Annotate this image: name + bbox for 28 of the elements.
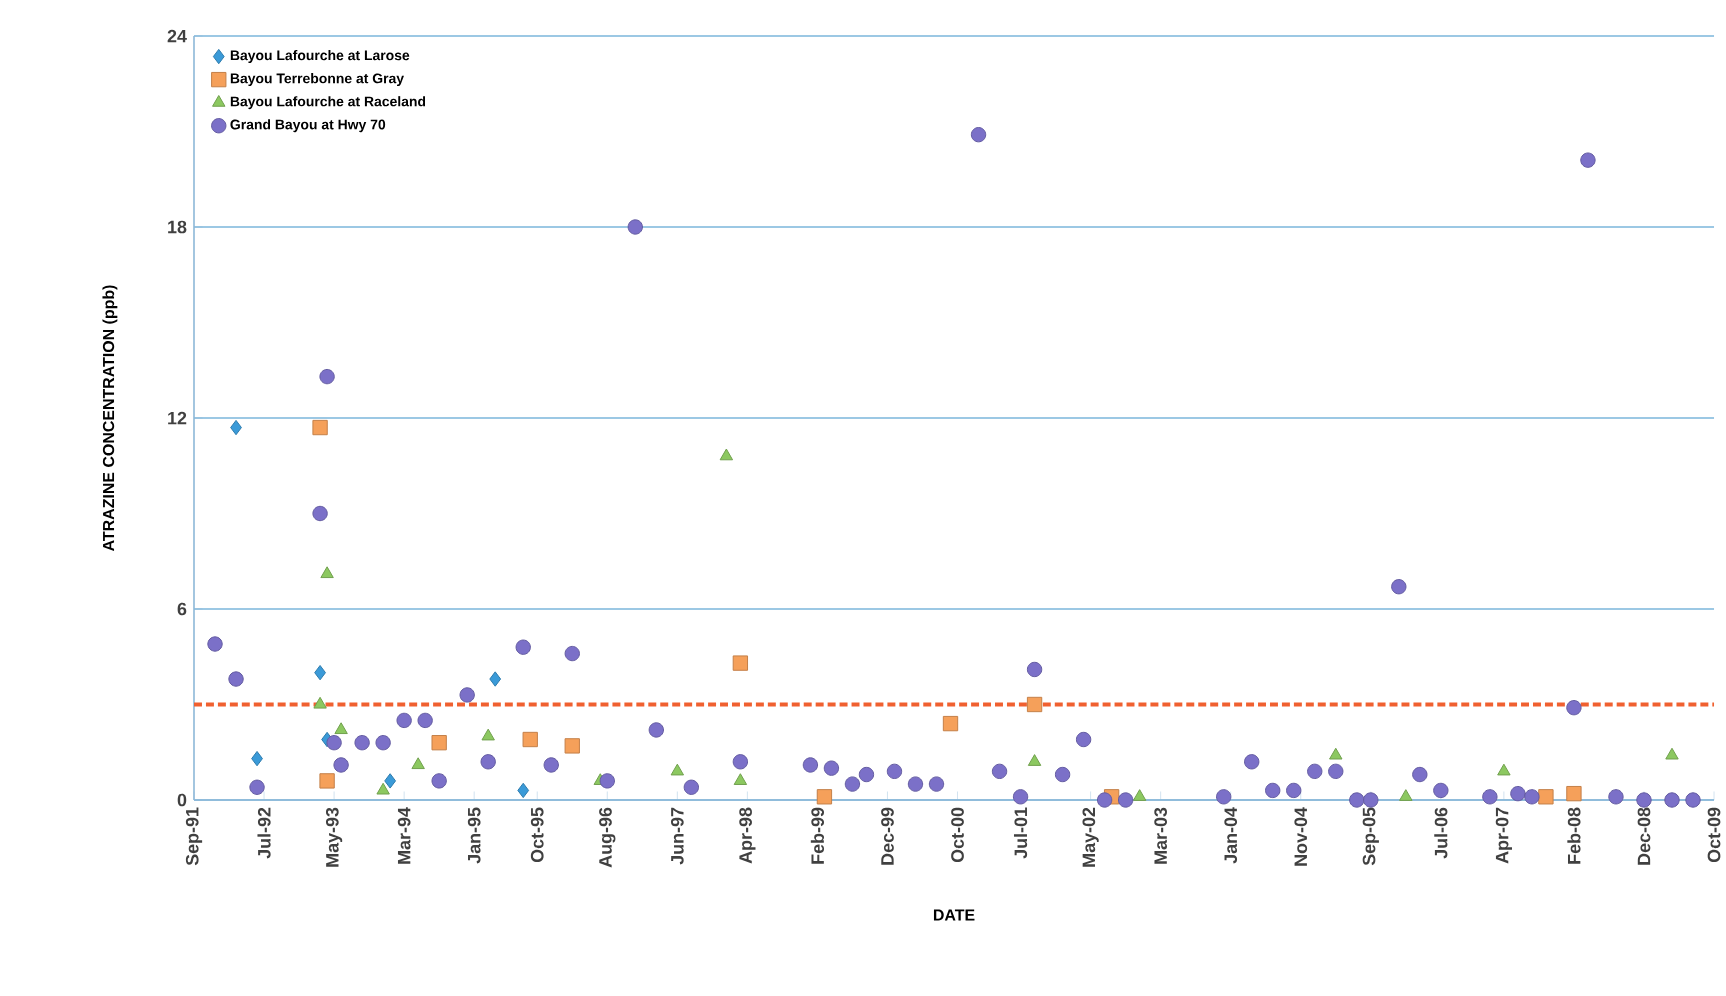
x-tick-label: Jan-04 xyxy=(1224,807,1238,864)
x-tick-label: Oct-09 xyxy=(1707,807,1721,863)
x-tick-label: Feb-08 xyxy=(1567,807,1581,864)
y-tick-label: 0 xyxy=(177,793,187,807)
y-tick-label: 24 xyxy=(167,29,187,43)
y-tick-label: 12 xyxy=(168,411,187,425)
y-tick-label: 6 xyxy=(177,602,187,616)
y-tick-label: 18 xyxy=(168,220,187,234)
x-tick-label: Jan-95 xyxy=(467,807,481,864)
x-tick-label: Sep-91 xyxy=(185,807,203,866)
x-tick-label: Dec-99 xyxy=(881,807,894,865)
x-tick-label: Jul-92 xyxy=(257,807,271,859)
x-tick-label: Oct-95 xyxy=(530,807,544,863)
x-tick-label: Jun-97 xyxy=(670,807,684,865)
x-tick-label: Apr-07 xyxy=(1495,807,1512,864)
x-tick-label: Dec-08 xyxy=(1637,807,1651,865)
x-tick-label: Sep-05 xyxy=(1362,807,1379,866)
x-tick-label: Aug-96 xyxy=(599,807,616,868)
x-tick-label: Apr-98 xyxy=(739,807,756,864)
x-tick-label: Jul-01 xyxy=(1013,807,1028,859)
x-tick-label: Nov-04 xyxy=(1294,807,1308,866)
x-tick-label: Mar-03 xyxy=(1154,807,1167,864)
x-tick-label: May-93 xyxy=(325,807,343,867)
x-tick-label: Mar-94 xyxy=(397,807,411,864)
x-tick-label: Oct-00 xyxy=(951,807,964,863)
x-tick-label: May-02 xyxy=(1082,807,1099,867)
x-tick-label: Feb-99 xyxy=(810,807,825,864)
x-tick-label: Jul-06 xyxy=(1434,807,1448,859)
